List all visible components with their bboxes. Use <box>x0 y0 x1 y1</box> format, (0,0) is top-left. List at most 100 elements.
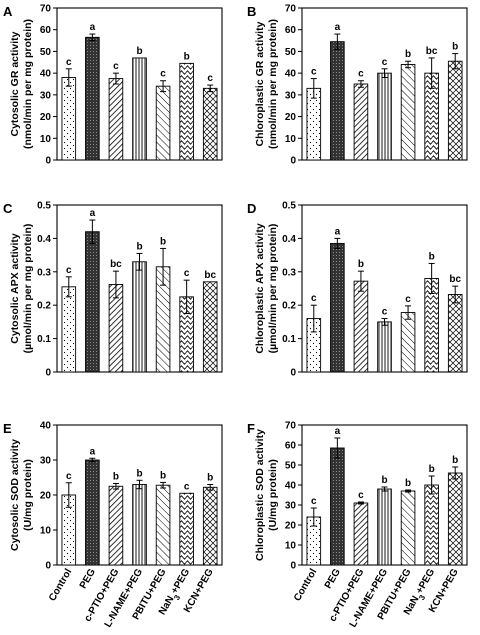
y-axis-label: Chloroplastic APX activity <box>254 223 266 353</box>
panel-c: C Cytosolic APX activity (µmol/min per mg … <box>3 201 223 379</box>
bar-nan3-peg <box>424 484 439 566</box>
bar-control <box>61 286 77 373</box>
y-axis-unit: (U/mg protein) <box>267 459 279 531</box>
x-tick-label: PEG <box>78 567 98 591</box>
bar-kcn-peg <box>202 281 218 373</box>
significance-letter: a <box>90 446 96 457</box>
significance-letter: b <box>405 478 411 489</box>
y-tick-label: 10 <box>285 541 297 552</box>
y-tick-label: 0.3 <box>37 267 51 278</box>
bar-peg <box>85 459 100 566</box>
y-tick-label: 70 <box>285 4 297 15</box>
significance-letter: b <box>160 470 166 481</box>
significance-letter: b <box>405 49 411 60</box>
bar-nan3-peg <box>179 62 194 161</box>
y-axis-unit: (µmol/min per mg protein) <box>22 224 34 354</box>
panel-d: D Chloroplastic APX activity (µmol/min per… <box>247 201 468 379</box>
panel-label: E <box>3 421 12 436</box>
y-tick-label: 70 <box>285 421 297 432</box>
y-tick-label: 0 <box>290 561 296 572</box>
significance-letter: b <box>207 473 213 484</box>
significance-letter: b <box>358 259 364 270</box>
y-tick-label: 40 <box>40 69 52 80</box>
panel-e: E Cytosolic SOD activity (U/mg protein) 0 10… <box>3 421 223 630</box>
y-tick-label: 0.4 <box>282 234 296 245</box>
significance-letter: c <box>66 471 72 482</box>
y-tick-label: 60 <box>285 441 297 452</box>
bar-c-ptio-peg <box>353 502 369 566</box>
y-tick-label: 0.5 <box>37 201 51 212</box>
y-tick-label: 0.1 <box>282 334 296 345</box>
bar-kcn-peg <box>202 87 218 161</box>
panel-label: D <box>247 201 256 216</box>
y-tick-label: 0.3 <box>282 267 296 278</box>
significance-letter: b <box>429 251 435 262</box>
y-tick-label: 0 <box>290 156 296 167</box>
y-tick-label: 20 <box>40 491 52 502</box>
bar-peg <box>85 231 100 373</box>
y-tick-label: 20 <box>40 112 52 123</box>
y-tick-label: 30 <box>40 90 52 101</box>
y-tick-label: 40 <box>285 69 297 80</box>
y-axis-label: Cytosolic APX activity <box>9 233 21 344</box>
y-tick-label: 50 <box>285 461 297 472</box>
y-tick-label: 60 <box>285 25 297 36</box>
significance-letter: c <box>66 265 72 276</box>
y-tick-label: 0.2 <box>37 301 51 312</box>
significance-letter: bc <box>449 274 461 285</box>
y-tick-label: 30 <box>285 90 297 101</box>
significance-letter: b <box>452 42 458 53</box>
significance-letter: c <box>184 268 190 279</box>
y-tick-label: 0.4 <box>37 234 51 245</box>
y-axis-unit: (U/mg protein) <box>22 459 34 531</box>
x-tick-label: PEG <box>323 567 343 591</box>
significance-letter: a <box>335 426 341 437</box>
bar-pbitu-peg <box>155 85 171 161</box>
y-tick-label: 0 <box>290 368 296 379</box>
significance-letter: bc <box>110 259 122 270</box>
y-axis-label: Cytosolic SOD activity <box>9 439 21 551</box>
significance-letter: c <box>66 57 72 68</box>
bar-peg <box>330 447 345 566</box>
y-tick-label: 0 <box>45 368 51 379</box>
bar-l-name-peg <box>377 321 392 373</box>
significance-letter: a <box>335 226 341 237</box>
y-tick-label: 50 <box>40 47 52 58</box>
significance-letter: a <box>335 22 341 33</box>
bar-c-ptio-peg <box>353 280 369 373</box>
significance-letter: c <box>311 496 317 507</box>
bar-pbitu-peg <box>400 312 416 373</box>
bar-kcn-peg <box>447 60 463 161</box>
y-tick-label: 10 <box>40 526 52 537</box>
bar-control <box>61 77 77 161</box>
significance-letter: b <box>136 46 142 57</box>
y-tick-label: 50 <box>285 47 297 58</box>
significance-letter: b <box>184 51 190 62</box>
panel-b: B Chloroplastic GR activity (nmol/min per … <box>247 4 468 167</box>
y-tick-label: 0 <box>45 561 51 572</box>
bar-kcn-peg <box>447 294 463 373</box>
y-tick-label: 10 <box>40 134 52 145</box>
bar-pbitu-peg <box>400 64 416 161</box>
y-tick-label: 60 <box>40 25 52 36</box>
y-tick-label: 10 <box>285 134 297 145</box>
panel-a: A Cytosolic GR activity (nmol/min per mg p… <box>3 4 223 167</box>
bar-kcn-peg <box>447 472 463 566</box>
bar-pbitu-peg <box>400 490 416 566</box>
significance-letter: c <box>160 69 166 80</box>
y-tick-label: 20 <box>285 112 297 123</box>
x-tick-label: Control <box>47 567 74 603</box>
bar-peg <box>330 41 345 161</box>
significance-letter: c <box>358 69 364 80</box>
x-tick-label: Control <box>292 567 319 603</box>
panel-label: F <box>247 421 255 436</box>
y-axis-label: Chloroplastic GR activity <box>254 21 266 146</box>
y-tick-label: 0.1 <box>37 334 51 345</box>
y-tick-label: 0 <box>45 156 51 167</box>
bar-c-ptio-peg <box>108 78 124 161</box>
y-tick-label: 30 <box>285 501 297 512</box>
significance-letter: b <box>113 471 119 482</box>
significance-letter: c <box>184 481 190 492</box>
significance-letter: bc <box>426 46 438 57</box>
